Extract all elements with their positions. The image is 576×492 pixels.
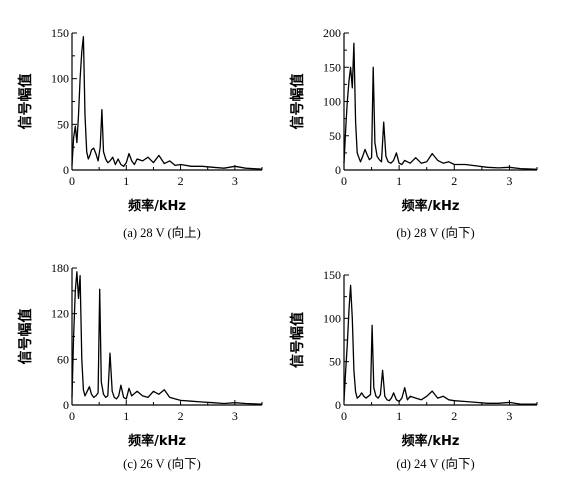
y-tick-label: 0 [335,398,341,412]
y-tick-label: 50 [329,129,341,143]
x-tick-label: 3 [506,409,512,423]
x-tick-label: 1 [123,409,129,423]
x-axis-label: 频率/kHz [128,433,186,449]
spectrum-line [343,284,537,405]
y-tick-label: 100 [323,311,341,325]
x-tick-label: 3 [506,174,512,188]
x-tick-label: 2 [451,409,457,423]
y-tick-label: 150 [323,268,341,282]
x-tick-label: 0 [69,409,75,423]
panel-caption: (a) 28 V (向上) [123,225,201,240]
panel-caption: (d) 24 V (向下) [396,456,474,471]
x-axis-label: 频率/kHz [402,198,460,214]
y-tick-label: 180 [51,261,69,275]
spectrum-line [71,36,263,170]
x-axis-label: 频率/kHz [402,433,460,449]
y-axis-label: 信号幅值 [289,74,306,130]
x-tick-label: 3 [232,174,238,188]
x-tick-label: 0 [341,409,347,423]
x-tick-label: 0 [341,174,347,188]
y-axis-label: 信号幅值 [17,74,34,130]
x-tick-label: 1 [123,174,129,188]
y-tick-label: 200 [323,26,341,40]
x-tick-label: 1 [396,409,402,423]
x-tick-label: 3 [232,409,238,423]
y-tick-label: 0 [335,163,341,177]
panel-caption: (c) 26 V (向下) [123,456,201,471]
y-tick-label: 0 [63,163,69,177]
y-tick-label: 100 [51,72,69,86]
y-tick-label: 60 [57,352,69,366]
spectrum-line [71,271,263,405]
y-tick-label: 120 [51,307,69,321]
x-tick-label: 2 [451,174,457,188]
y-tick-label: 50 [57,117,69,131]
y-tick-label: 0 [63,398,69,412]
y-axis-label: 信号幅值 [289,312,306,368]
x-axis-label: 频率/kHz [128,198,186,214]
y-tick-label: 150 [51,26,69,40]
y-tick-label: 150 [323,60,341,74]
panel-caption: (b) 28 V (向下) [396,225,474,240]
x-tick-label: 2 [178,174,184,188]
y-tick-label: 100 [323,95,341,109]
x-tick-label: 1 [396,174,402,188]
spectrum-line [343,42,538,170]
x-tick-label: 2 [178,409,184,423]
y-tick-label: 50 [329,355,341,369]
y-axis-label: 信号幅值 [17,309,34,365]
x-tick-label: 0 [69,174,75,188]
